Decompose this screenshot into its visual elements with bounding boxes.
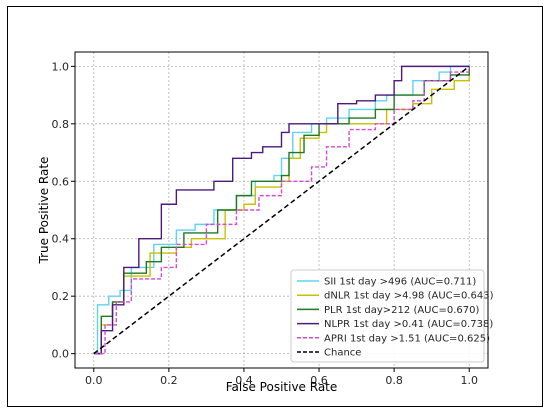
series-line: [93, 65, 470, 355]
x-tick-label: 1.0: [460, 374, 478, 387]
legend-label: APRI 1st day >1.51 (AUC=0.625): [324, 333, 490, 344]
x-axis-label: False Positive Rate: [226, 380, 338, 394]
x-tick-label: 0.0: [85, 374, 103, 387]
y-tick-label: 0.0: [52, 348, 70, 361]
x-tick-label: 0.4: [235, 374, 253, 387]
y-tick-label: 0.2: [52, 290, 70, 303]
series: [93, 65, 470, 355]
legend: SII 1st day >496 (AUC=0.711) dNLR 1st day…: [290, 269, 494, 363]
legend-label: NLPR 1st day >0.41 (AUC=0.738): [324, 319, 493, 330]
legend-label: Chance: [324, 348, 361, 359]
y-tick-label: 0.8: [52, 118, 70, 131]
series-line: [93, 66, 470, 355]
y-axis-label: True Positive Rate: [37, 157, 51, 265]
y-tick-label: 0.6: [52, 175, 70, 188]
legend-label: dNLR 1st day >4.98 (AUC=0.643): [324, 291, 494, 302]
legend-box: [290, 269, 485, 363]
y-tick-label: 0.4: [52, 233, 70, 246]
series-line: [93, 65, 470, 355]
legend-label: SII 1st day >496 (AUC=0.711): [324, 277, 476, 288]
plot-area: [74, 51, 489, 369]
x-tick-label: 0.2: [160, 374, 178, 387]
ticks: 0.0 0.0 0.2 0.2 0.4 0.4 0.6 0.6 0.8 0.8 1.0 1.0: [52, 60, 478, 387]
legend-label: PLR 1st day>212 (AUC=0.670): [324, 305, 479, 316]
x-tick-label: 0.8: [385, 374, 403, 387]
x-tick-label: 0.6: [310, 374, 328, 387]
y-tick-label: 1.0: [52, 60, 70, 73]
